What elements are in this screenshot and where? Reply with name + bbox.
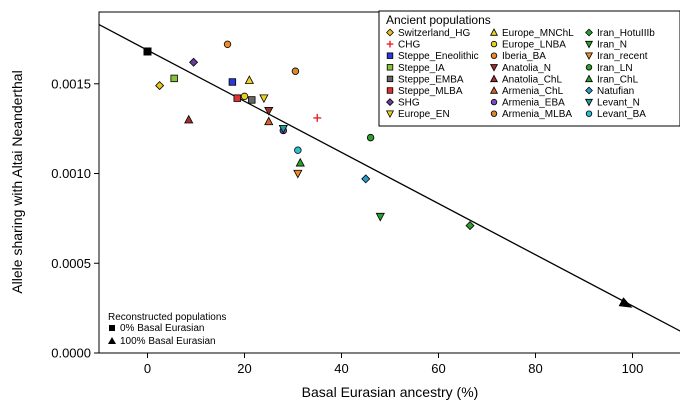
legend-label-iran-chl: Iran_ChL [597, 74, 639, 85]
point-steppe-emba [248, 96, 256, 104]
point-shg [189, 57, 199, 67]
legend-marker-europe-en [385, 110, 395, 119]
point-iberia-ba [223, 40, 232, 49]
legend-marker-iberia-ba [490, 52, 498, 59]
y-tick-label: 0.0015 [51, 76, 91, 91]
point-levant-ba [294, 146, 302, 154]
legend-marker-iran-chl [584, 74, 594, 83]
legend-marker-steppe-eneolithic [386, 52, 394, 59]
legend-marker-europe-mnchl [489, 28, 499, 36]
legend-label-europe-mnchl: Europe_MNChL [502, 28, 574, 39]
legend-marker-levant-n [584, 98, 594, 107]
legend-label-chg: CHG [398, 40, 420, 51]
legend-label-steppe-eneolithic: Steppe_Eneolithic [398, 51, 479, 62]
point-anatolia-n [264, 107, 274, 116]
axes: 0 20 40 60 80 100 0.0000 0.0005 0.0010 0.0015 [51, 11, 680, 376]
legend-label-levant-n: Levant_N [597, 98, 640, 109]
legend-marker-shg [386, 98, 394, 107]
legend-label-shg: SHG [398, 98, 420, 109]
legend-label-levant-ba: Levant_BA [597, 109, 646, 120]
reconstructed-point-0 [143, 47, 152, 56]
point-europe-en [259, 94, 269, 104]
reconstructed-legend: 0% Basal Eurasian 100% Basal Eurasian [108, 323, 216, 347]
reconstructed-legend-title: Reconstructed populations [108, 312, 226, 323]
x-tick-label: 40 [334, 361, 348, 376]
legend-marker-natufian [585, 86, 593, 95]
legend-marker-anatolia-chl [489, 74, 499, 83]
y-tick-label: 0.0000 [51, 346, 91, 361]
legend-marker-iran-ln [585, 64, 593, 71]
legend-label-switzerland-hg: Switzerland_HG [398, 28, 470, 39]
reconstructed-legend-triangle [108, 337, 116, 344]
point-iran-n [375, 212, 385, 222]
y-tick-label: 0.0010 [51, 166, 91, 181]
point-steppe-eneolithic [228, 78, 237, 86]
legend-marker-iran-recent [584, 52, 594, 61]
legend-label-armenia-mlba: Armenia_MLBA [502, 109, 572, 120]
reconstructed-legend-label: 100% Basal Eurasian [120, 336, 216, 347]
legend: Switzerland_HGCHGSteppe_EneolithicSteppe… [378, 10, 680, 127]
legend-label-iran-ln: Iran_LN [597, 63, 633, 74]
legend-label-anatolia-chl: Anatolia_ChL [502, 74, 562, 85]
point-anatolia-chl [184, 114, 194, 124]
legend-marker-steppe-emba [386, 75, 394, 83]
arrow-head [618, 297, 633, 308]
point-iran-chl [295, 157, 305, 167]
point-iran-ln [366, 133, 375, 142]
point-levant-n [278, 124, 288, 134]
legend-label-iran-recent: Iran_recent [597, 51, 648, 62]
legend-label-steppe-mlba: Steppe_MLBA [398, 86, 463, 97]
legend-marker-anatolia-n [489, 64, 499, 72]
point-natufian [361, 174, 371, 184]
legend-label-anatolia-n: Anatolia_N [502, 63, 551, 74]
legend-marker-armenia-eba [490, 98, 498, 106]
data-points [143, 40, 475, 231]
legend-label-europe-lnba: Europe_LNBA [502, 40, 566, 51]
point-steppe-mlba [233, 94, 241, 102]
legend-marker-europe-lnba [490, 40, 498, 48]
legend-marker-levant-ba [585, 110, 593, 117]
legend-marker-iran-hotuiiib [585, 28, 593, 37]
legend-label-armenia-eba: Armenia_EBA [502, 98, 565, 109]
legend-marker-switzerland-hg [386, 28, 394, 37]
legend-label-iran-n: Iran_N [597, 40, 627, 51]
legend-label-europe-en: Europe_EN [398, 109, 450, 120]
y-axis-label: Allele sharing with Altai Neanderthal [9, 70, 25, 293]
legend-marker-steppe-mlba [386, 87, 394, 94]
point-steppe-ia [170, 74, 178, 83]
reconstructed-legend-square [109, 325, 115, 331]
x-axis-label: Basal Eurasian ancestry (%) [302, 384, 479, 400]
x-tick-label: 100 [622, 361, 644, 376]
x-tick-label: 60 [431, 361, 445, 376]
legend-label-iran-hotuiiib: Iran_HotuIIIb [597, 28, 655, 39]
fit-line-group [99, 23, 680, 332]
point-europe-lnba [240, 92, 249, 101]
fit-line [99, 23, 680, 332]
legend-title: Ancient populations [386, 13, 491, 27]
legend-marker-chg [386, 40, 394, 48]
x-tick-label: 20 [237, 361, 251, 376]
legend-marker-steppe-ia [386, 64, 394, 71]
point-iran-recent [293, 169, 303, 179]
point-europe-mnchl [244, 75, 254, 84]
legend-marker-armenia-mlba [490, 110, 498, 117]
point-switzerland-hg [155, 81, 165, 91]
legend-marker-iran-n [584, 40, 594, 49]
x-tick-label: 0 [144, 361, 151, 376]
legend-label-armenia-chl: Armenia_ChL [502, 86, 564, 97]
point-armenia-mlba [291, 67, 300, 75]
legend-label-iberia-ba: Iberia_BA [502, 51, 546, 62]
legend-label-natufian: Natufian [597, 86, 634, 97]
legend-label-steppe-emba: Steppe_EMBA [398, 74, 464, 85]
reconstructed-legend-label: 0% Basal Eurasian [120, 323, 205, 334]
point-chg [313, 113, 322, 122]
point-iran-hotuiiib [465, 221, 475, 231]
x-tick-label: 80 [528, 361, 542, 376]
y-tick-label: 0.0005 [51, 256, 91, 271]
point-armenia-chl [264, 116, 274, 126]
legend-label-steppe-ia: Steppe_IA [398, 63, 445, 74]
legend-marker-armenia-chl [489, 86, 499, 94]
legend-box [378, 10, 680, 127]
